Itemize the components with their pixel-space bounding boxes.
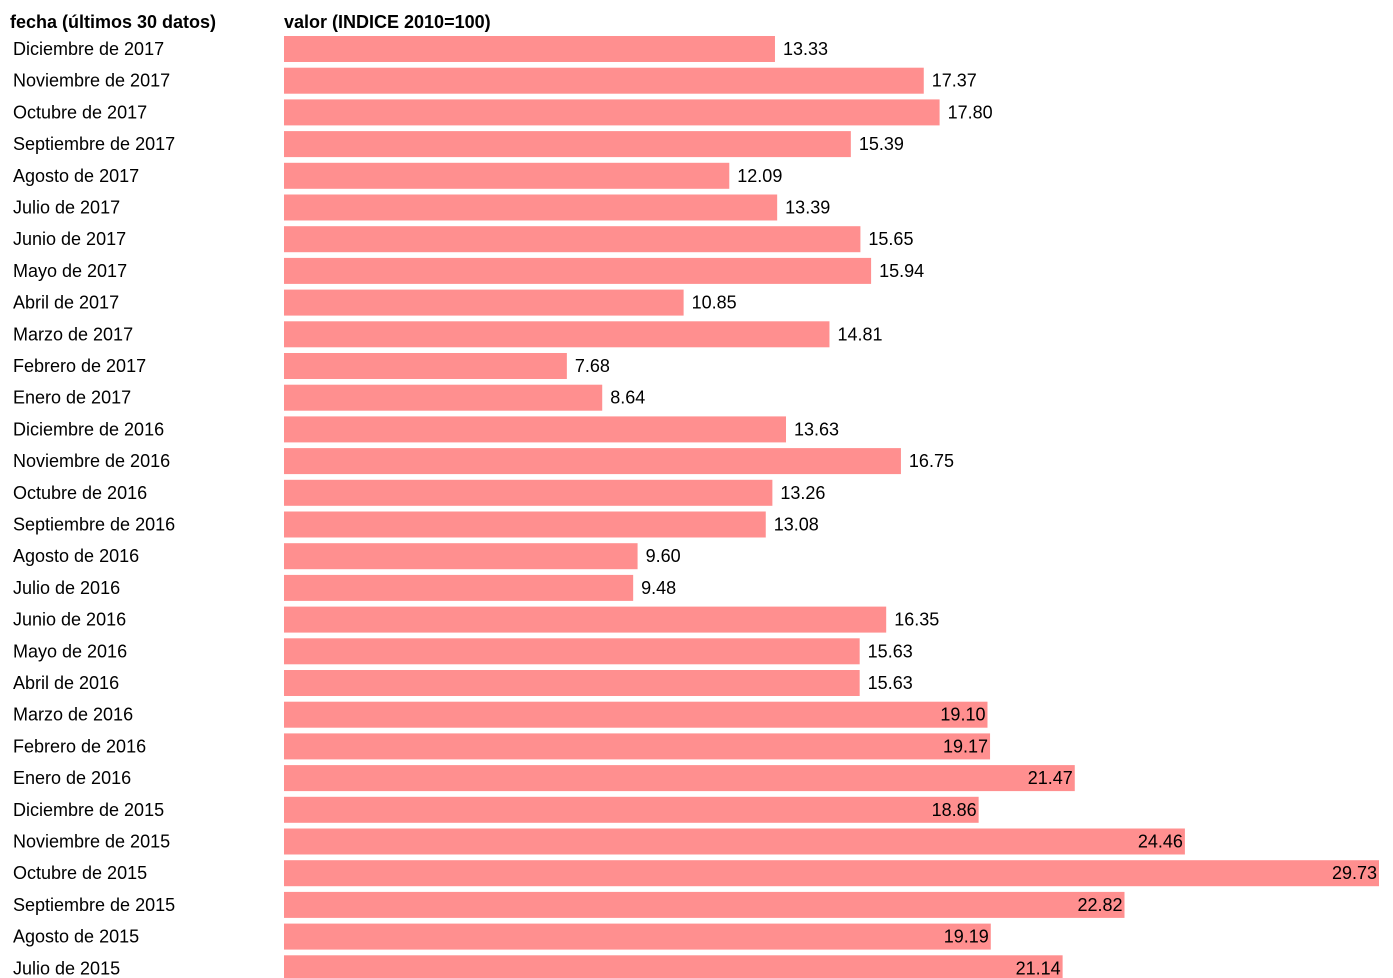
category-label: Enero de 2016 bbox=[13, 768, 131, 788]
value-label: 15.94 bbox=[879, 261, 924, 281]
bar bbox=[284, 194, 778, 221]
category-label: Febrero de 2017 bbox=[13, 356, 146, 376]
category-label: Julio de 2017 bbox=[13, 198, 120, 218]
value-label: 21.14 bbox=[1016, 958, 1061, 978]
category-label: Diciembre de 2017 bbox=[13, 39, 164, 59]
value-label: 19.10 bbox=[940, 705, 985, 725]
category-label: Agosto de 2017 bbox=[13, 166, 139, 186]
category-label: Abril de 2017 bbox=[13, 293, 119, 313]
value-label: 13.26 bbox=[780, 483, 825, 503]
bar bbox=[284, 321, 830, 348]
bar bbox=[284, 733, 991, 760]
category-label: Agosto de 2015 bbox=[13, 927, 139, 947]
bar bbox=[284, 353, 567, 379]
bar bbox=[284, 67, 924, 94]
value-label: 17.80 bbox=[948, 102, 993, 122]
chart-rows: Diciembre de 2017 13.33 Noviembre de 2017 1… bbox=[13, 36, 1379, 978]
bar bbox=[284, 670, 860, 696]
bar bbox=[284, 955, 1063, 978]
category-label: Noviembre de 2015 bbox=[13, 832, 170, 852]
bar bbox=[284, 606, 887, 633]
category-label: Junio de 2017 bbox=[13, 229, 126, 249]
category-label: Octubre de 2015 bbox=[13, 863, 147, 883]
bar bbox=[284, 162, 730, 189]
category-label: Marzo de 2017 bbox=[13, 324, 133, 344]
bar bbox=[284, 479, 773, 506]
value-label: 8.64 bbox=[610, 388, 645, 408]
category-label: Enero de 2017 bbox=[13, 388, 131, 408]
value-label: 13.33 bbox=[783, 39, 828, 59]
category-label: Noviembre de 2016 bbox=[13, 451, 170, 471]
value-label: 18.86 bbox=[932, 800, 977, 820]
category-label: Noviembre de 2017 bbox=[13, 71, 170, 91]
value-label: 16.35 bbox=[894, 610, 939, 630]
category-label: Agosto de 2016 bbox=[13, 546, 139, 566]
value-label: 29.73 bbox=[1332, 863, 1377, 883]
category-column-header: fecha (últimos 30 datos) bbox=[10, 12, 216, 32]
value-label: 15.39 bbox=[859, 134, 904, 154]
category-label: Mayo de 2016 bbox=[13, 641, 127, 661]
category-label: Junio de 2016 bbox=[13, 610, 126, 630]
category-label: Diciembre de 2015 bbox=[13, 800, 164, 820]
bar bbox=[284, 131, 851, 158]
bar bbox=[284, 796, 979, 823]
value-label: 22.82 bbox=[1077, 895, 1122, 915]
bar bbox=[284, 701, 988, 728]
bar bbox=[284, 511, 766, 538]
value-label: 13.63 bbox=[794, 419, 839, 439]
value-label: 7.68 bbox=[575, 356, 610, 376]
category-label: Septiembre de 2015 bbox=[13, 895, 175, 915]
value-label: 15.63 bbox=[868, 641, 913, 661]
bar bbox=[284, 828, 1185, 855]
value-label: 13.08 bbox=[774, 515, 819, 535]
category-label: Septiembre de 2017 bbox=[13, 134, 175, 154]
bar bbox=[284, 257, 872, 284]
value-label: 19.17 bbox=[943, 736, 988, 756]
category-label: Febrero de 2016 bbox=[13, 736, 146, 756]
bar bbox=[284, 36, 775, 62]
bar bbox=[284, 638, 860, 665]
bar bbox=[284, 765, 1075, 792]
category-label: Marzo de 2016 bbox=[13, 705, 133, 725]
value-label: 12.09 bbox=[737, 166, 782, 186]
category-label: Mayo de 2017 bbox=[13, 261, 127, 281]
category-label: Septiembre de 2016 bbox=[13, 515, 175, 535]
category-label: Julio de 2016 bbox=[13, 578, 120, 598]
value-label: 24.46 bbox=[1138, 832, 1183, 852]
value-label: 9.60 bbox=[646, 546, 681, 566]
value-label: 19.19 bbox=[944, 927, 989, 947]
bar bbox=[284, 416, 787, 443]
category-label: Octubre de 2017 bbox=[13, 102, 147, 122]
value-label: 17.37 bbox=[932, 71, 977, 91]
category-label: Julio de 2015 bbox=[13, 958, 120, 978]
bar bbox=[284, 891, 1125, 918]
value-label: 16.75 bbox=[909, 451, 954, 471]
category-label: Abril de 2016 bbox=[13, 673, 119, 693]
value-label: 21.47 bbox=[1028, 768, 1073, 788]
value-label: 15.63 bbox=[868, 673, 913, 693]
bar bbox=[284, 384, 603, 411]
bar bbox=[284, 543, 638, 570]
bar bbox=[284, 448, 901, 475]
value-label: 10.85 bbox=[692, 293, 737, 313]
value-label: 14.81 bbox=[837, 324, 882, 344]
bar bbox=[284, 226, 861, 253]
bar bbox=[284, 99, 940, 126]
value-label: 9.48 bbox=[641, 578, 676, 598]
value-column-header: valor (INDICE 2010=100) bbox=[284, 12, 491, 32]
category-label: Octubre de 2016 bbox=[13, 483, 147, 503]
value-label: 15.65 bbox=[868, 229, 913, 249]
bar bbox=[284, 574, 634, 601]
bar bbox=[284, 289, 684, 316]
bar bbox=[284, 860, 1379, 887]
value-label: 13.39 bbox=[785, 198, 830, 218]
bar bbox=[284, 923, 991, 950]
category-label: Diciembre de 2016 bbox=[13, 419, 164, 439]
